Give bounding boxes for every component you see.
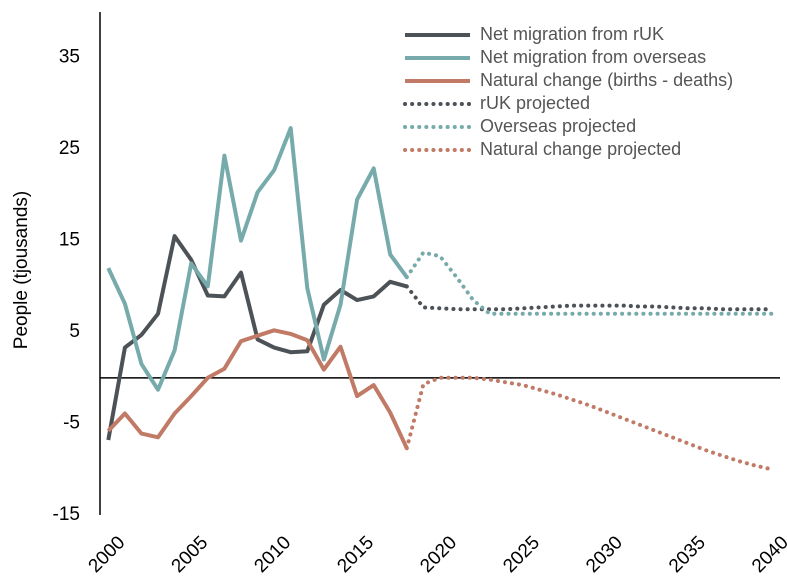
series-line: [404, 284, 774, 312]
y-tick-label: 35: [59, 47, 80, 68]
y-tick-label: 25: [59, 138, 80, 159]
legend-label: Natural change (births - deaths): [480, 70, 733, 90]
legend-label: rUK projected: [480, 93, 590, 113]
y-tick-label: 15: [59, 230, 80, 251]
y-axis-label: People (tjousands): [11, 191, 32, 349]
x-tick-label: 2000: [85, 532, 130, 577]
legend-label: Net migration from rUK: [480, 24, 664, 44]
x-tick-label: 2005: [168, 532, 213, 577]
series-line: [404, 375, 774, 472]
legend-label: Overseas projected: [480, 116, 636, 136]
x-tick-label: 2035: [665, 532, 710, 577]
series-line: [106, 126, 409, 392]
x-tick-label: 2030: [582, 532, 627, 577]
series-line: [106, 328, 409, 450]
x-tick-label: 2015: [333, 532, 378, 577]
y-tick-label: 5: [69, 321, 80, 342]
legend-label: Natural change projected: [480, 139, 681, 159]
x-tick-label: 2025: [499, 532, 544, 577]
y-tick-label: -15: [53, 504, 80, 525]
x-tick-label: 2010: [250, 532, 295, 577]
y-tick-label: -5: [63, 413, 80, 434]
x-tick-label: 2040: [748, 532, 787, 577]
series-line: [404, 250, 774, 316]
legend-label: Net migration from overseas: [480, 47, 706, 67]
series-line: [106, 234, 408, 441]
x-tick-label: 2020: [416, 532, 461, 577]
